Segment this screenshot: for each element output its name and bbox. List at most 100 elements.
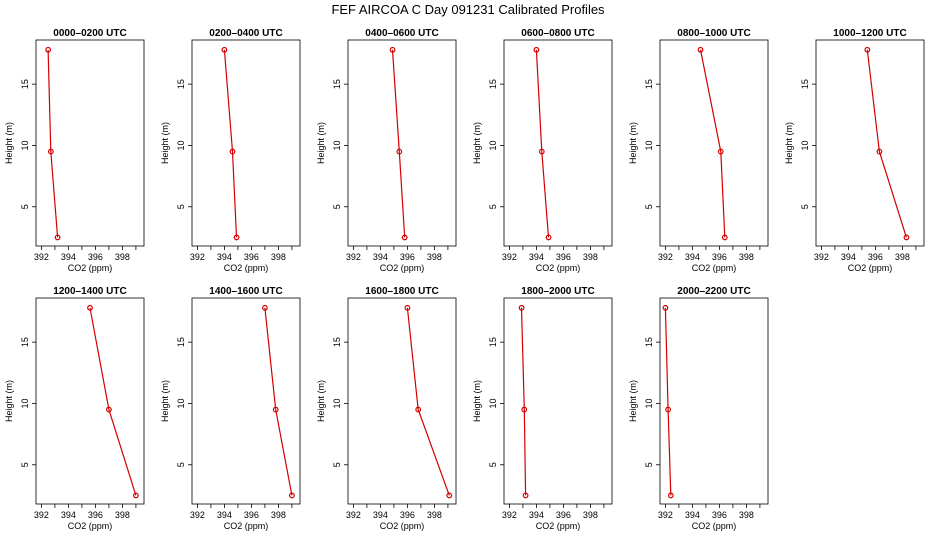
y-tick-label: 5 (488, 204, 498, 209)
x-tick-label: 392 (346, 510, 361, 520)
x-tick-label: 396 (88, 252, 103, 262)
x-tick-label: 392 (502, 510, 517, 520)
profile-line (223, 49, 238, 238)
panel-10: 1800–2000 UTC 392 394 396 398 5 10 15 CO2 (ppm) H… (472, 286, 613, 531)
y-tick-label: 5 (332, 462, 342, 467)
data-point (45, 46, 52, 53)
y-tick-label: 10 (488, 398, 498, 408)
y-tick-label: 10 (332, 398, 342, 408)
x-tick-label: 398 (583, 252, 598, 262)
x-tick-label: 398 (895, 252, 910, 262)
profile-line (391, 49, 406, 238)
panel-title: 1400–1600 UTC (209, 286, 282, 297)
profile-line (264, 307, 293, 496)
y-tick-label: 10 (176, 140, 186, 150)
panel-11: 2000–2200 UTC 392 394 396 398 5 10 15 CO2 (ppm) H… (628, 286, 769, 531)
x-tick-label: 392 (190, 510, 205, 520)
x-tick-label: 396 (712, 252, 727, 262)
x-tick-label: 398 (115, 510, 130, 520)
panel-title: 1800–2000 UTC (521, 286, 594, 297)
x-tick-label: 392 (502, 252, 517, 262)
plot-frame (35, 39, 145, 247)
y-axis-label: Height (m) (472, 122, 482, 164)
y-tick-label: 10 (20, 140, 30, 150)
x-axis-label: CO2 (ppm) (380, 521, 425, 531)
x-tick-label: 394 (685, 510, 700, 520)
panel-4: 0600–0800 UTC 392 394 396 398 5 10 15 CO2 (ppm) H… (472, 28, 613, 273)
y-tick-label: 10 (332, 140, 342, 150)
x-tick-label: 394 (373, 510, 388, 520)
profile-line (699, 49, 726, 238)
panel-2: 0200–0400 UTC 392 394 396 398 5 10 15 CO2 (ppm) H… (160, 28, 301, 273)
plot-frame (659, 39, 769, 247)
x-tick-label: 398 (427, 510, 442, 520)
plot-frame (815, 39, 925, 247)
x-tick-label: 396 (244, 252, 259, 262)
panel-title: 0200–0400 UTC (209, 28, 282, 39)
x-tick-label: 396 (556, 252, 571, 262)
data-point (401, 234, 408, 241)
x-tick-label: 398 (583, 510, 598, 520)
y-axis-label: Height (m) (4, 122, 14, 164)
y-tick-label: 5 (20, 204, 30, 209)
profile-line (664, 307, 672, 496)
y-tick-label: 15 (332, 337, 342, 347)
y-tick-label: 5 (800, 204, 810, 209)
y-tick-label: 15 (20, 79, 30, 89)
x-tick-label: 392 (658, 510, 673, 520)
x-tick-label: 394 (61, 252, 76, 262)
data-point (721, 234, 728, 241)
figure-title: FEF AIRCOA C Day 091231 Calibrated Profi… (331, 2, 605, 17)
y-axis-label: Height (m) (4, 380, 14, 422)
data-point (538, 148, 545, 155)
plot-frame (659, 297, 769, 505)
x-tick-label: 398 (427, 252, 442, 262)
y-tick-label: 5 (332, 204, 342, 209)
data-point (396, 148, 403, 155)
data-point (518, 304, 525, 311)
data-point (522, 492, 529, 499)
x-tick-label: 398 (271, 252, 286, 262)
y-axis-label: Height (m) (160, 122, 170, 164)
y-tick-label: 10 (644, 140, 654, 150)
x-axis-label: CO2 (ppm) (68, 521, 113, 531)
data-point (233, 234, 240, 241)
data-point (533, 46, 540, 53)
x-tick-label: 394 (61, 510, 76, 520)
x-tick-label: 396 (400, 510, 415, 520)
x-axis-label: CO2 (ppm) (224, 521, 269, 531)
plot-frame (503, 39, 613, 247)
data-point (47, 148, 54, 155)
panel-title: 0000–0200 UTC (53, 28, 126, 39)
plot-frame (191, 39, 301, 247)
profile-line (406, 307, 450, 496)
plot-frame (191, 297, 301, 505)
x-tick-label: 398 (739, 510, 754, 520)
y-tick-label: 10 (644, 398, 654, 408)
y-axis-label: Height (m) (472, 380, 482, 422)
x-axis-label: CO2 (ppm) (536, 263, 581, 273)
y-tick-label: 15 (332, 79, 342, 89)
x-tick-label: 394 (373, 252, 388, 262)
profile-line (89, 307, 137, 496)
y-axis-label: Height (m) (316, 122, 326, 164)
x-tick-label: 394 (841, 252, 856, 262)
plot-frame (503, 297, 613, 505)
panel-title: 0600–0800 UTC (521, 28, 594, 39)
data-point (389, 46, 396, 53)
y-tick-label: 10 (800, 140, 810, 150)
y-tick-label: 15 (20, 337, 30, 347)
y-tick-label: 5 (176, 462, 186, 467)
y-tick-label: 5 (20, 462, 30, 467)
plot-frame (35, 297, 145, 505)
x-axis-label: CO2 (ppm) (224, 263, 269, 273)
x-tick-label: 392 (190, 252, 205, 262)
y-tick-label: 5 (644, 462, 654, 467)
y-tick-label: 10 (488, 140, 498, 150)
data-point (105, 406, 112, 413)
y-axis-label: Height (m) (316, 380, 326, 422)
data-point (717, 148, 724, 155)
y-tick-label: 15 (488, 337, 498, 347)
data-point (665, 406, 671, 413)
